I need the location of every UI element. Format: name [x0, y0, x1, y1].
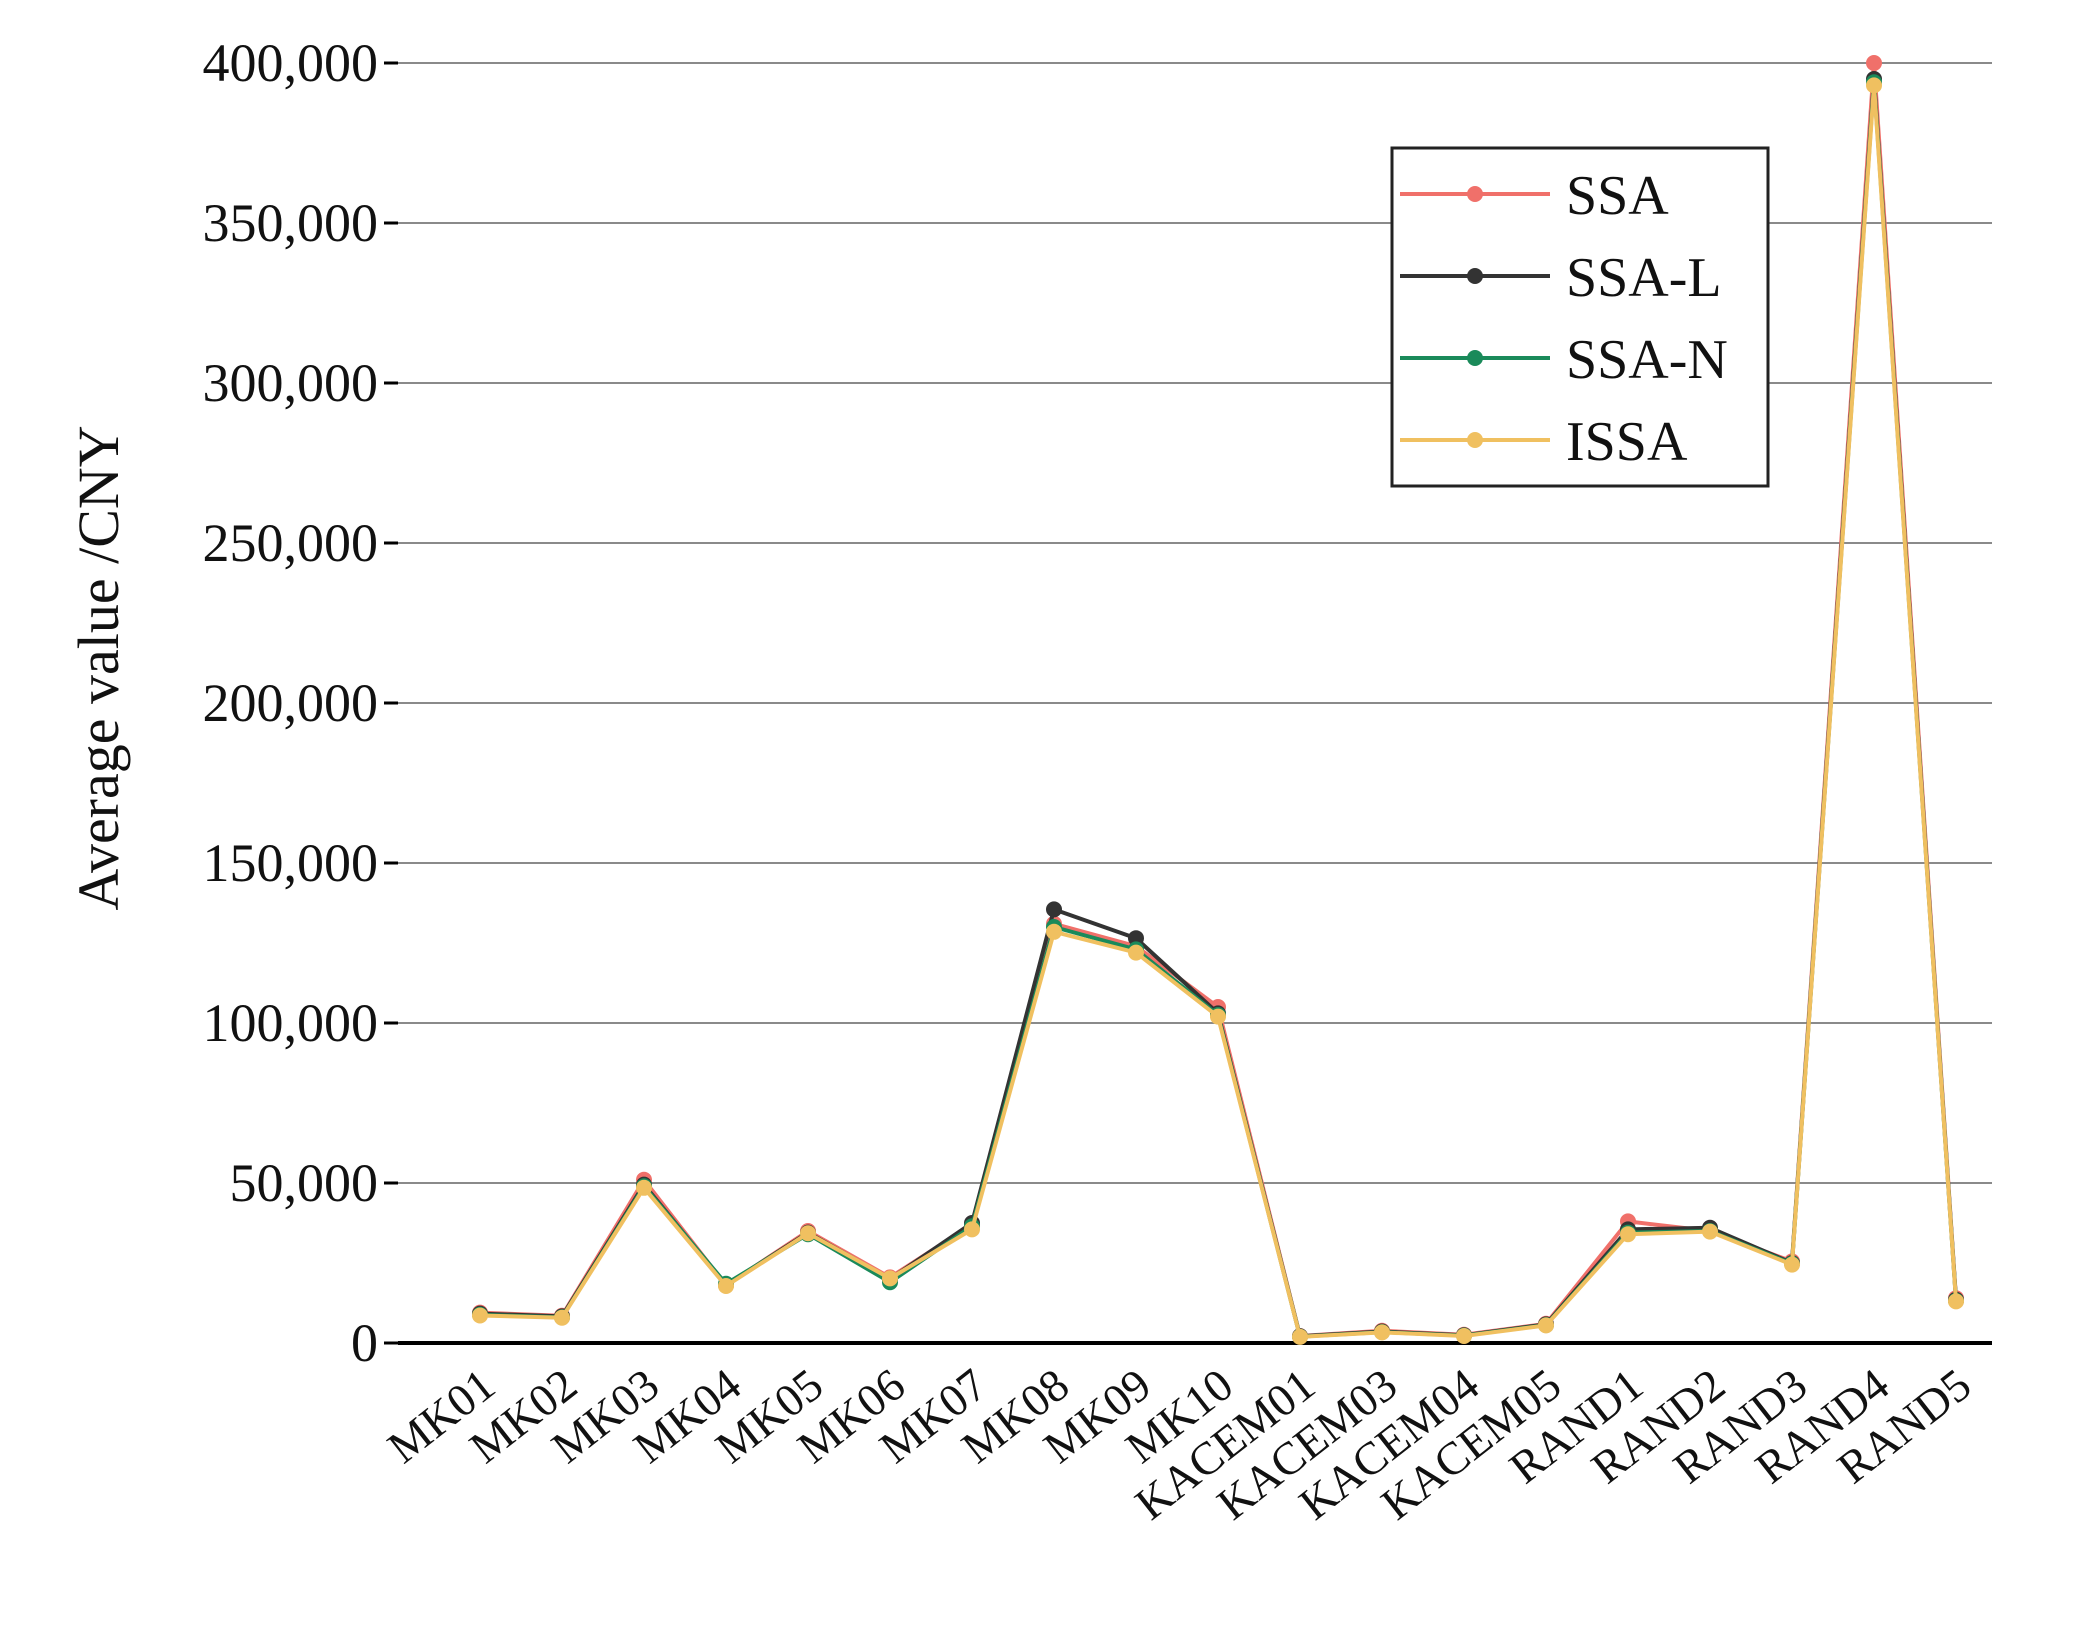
legend-swatch-marker [1467, 350, 1483, 366]
legend-swatch-marker [1467, 432, 1483, 448]
y-tick-label: 100,000 [203, 993, 379, 1053]
data-point [1456, 1328, 1472, 1344]
data-point [1128, 930, 1144, 947]
y-axis-ticks: 0 50,000 100,000 150,000 200,000 250,000 300,0… [203, 33, 398, 1373]
y-tick-label: 300,000 [203, 353, 379, 413]
data-point [1866, 55, 1882, 71]
data-point [1210, 1008, 1226, 1025]
y-tick-label: 150,000 [203, 833, 379, 893]
data-point [1620, 1226, 1636, 1243]
legend-swatch-marker [1467, 186, 1483, 202]
legend-swatch-marker [1467, 268, 1483, 284]
grid-lines [398, 62, 1992, 1345]
data-point [1292, 1328, 1308, 1345]
y-tick-label: 0 [351, 1313, 378, 1373]
data-point [1702, 1223, 1718, 1240]
data-point [964, 1221, 980, 1238]
y-tick-label: 50,000 [230, 1153, 379, 1213]
data-point [1948, 1293, 1964, 1310]
data-point [472, 1307, 488, 1324]
legend-label: SSA-N [1566, 329, 1728, 391]
y-tick-label: 400,000 [203, 33, 379, 93]
data-point [1538, 1317, 1554, 1334]
data-point [1046, 901, 1062, 918]
data-point [882, 1270, 898, 1287]
data-point [800, 1225, 816, 1242]
data-point [1866, 77, 1882, 94]
legend-box [1390, 146, 1770, 488]
legend-label: SSA [1566, 165, 1669, 227]
data-point [1046, 923, 1062, 940]
legend-label: ISSA [1566, 411, 1688, 473]
legend-label: SSA-L [1566, 247, 1722, 309]
y-tick-label: 350,000 [203, 193, 379, 253]
y-axis-title: Average value /CNY [66, 425, 131, 910]
data-point [1128, 944, 1144, 961]
data-point [554, 1309, 570, 1326]
series-lines [472, 55, 1964, 1345]
data-point [636, 1179, 652, 1196]
data-point [718, 1278, 734, 1294]
y-tick-label: 250,000 [203, 513, 379, 573]
x-axis-ticks: MK01MK02MK03MK04MK05MK06MK07MK08MK09MK10… [378, 1359, 1980, 1530]
legend: SSA SSA-L SSA-N ISSA [1390, 146, 1770, 488]
series-issa [472, 77, 1964, 1345]
data-point [1784, 1256, 1800, 1273]
y-tick-label: 200,000 [203, 673, 379, 733]
data-point [1374, 1324, 1390, 1341]
